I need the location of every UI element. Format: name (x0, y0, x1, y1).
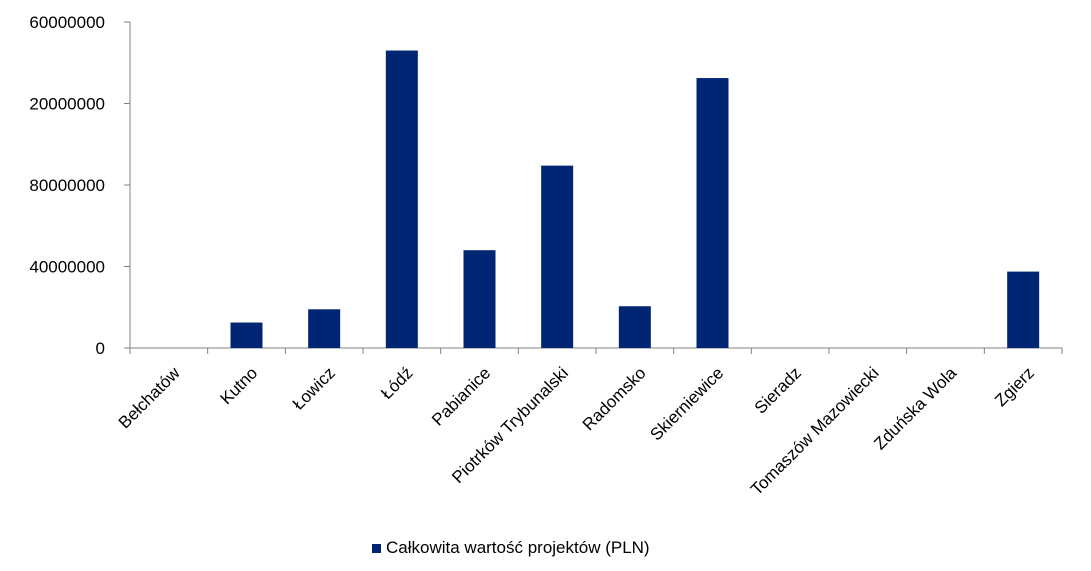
bar (230, 322, 263, 348)
bar (463, 250, 496, 348)
x-tick-label: Tomaszów Mazowiecki (747, 363, 883, 499)
y-tick-label: 60000000 (29, 13, 105, 32)
bar (1007, 271, 1040, 348)
x-tick-label: Pabianice (428, 363, 494, 429)
axis-labels: 0 40000000 80000000 20000000 60000000 Bełchat… (29, 13, 1038, 499)
x-tick-label: Sieradz (751, 363, 805, 417)
bars (230, 50, 1040, 349)
x-tick-label: Skierniewice (646, 363, 727, 444)
x-tick-label: Zgierz (991, 363, 1038, 410)
axes (124, 21, 1063, 354)
x-tick-label: Zduńska Wola (870, 363, 960, 453)
y-tick-label: 80000000 (29, 176, 105, 195)
x-tick-label: Łowicz (289, 363, 339, 413)
bar (618, 306, 651, 348)
y-tick-label: 20000000 (29, 95, 105, 114)
x-tick-label: Radomsko (579, 363, 650, 434)
bar (308, 309, 341, 348)
y-tick-label: 40000000 (29, 258, 105, 277)
legend: Całkowita wartość projektów (PLN) (372, 538, 650, 558)
y-tick-label: 0 (96, 339, 105, 358)
bar (541, 165, 574, 348)
bar (385, 50, 418, 349)
legend-label: Całkowita wartość projektów (PLN) (386, 538, 650, 557)
x-tick-label: Kutno (216, 363, 261, 408)
x-tick-label: Bełchatów (115, 363, 184, 432)
legend-swatch (372, 543, 381, 553)
x-tick-label: Łódź (377, 363, 417, 403)
bar (696, 78, 729, 348)
